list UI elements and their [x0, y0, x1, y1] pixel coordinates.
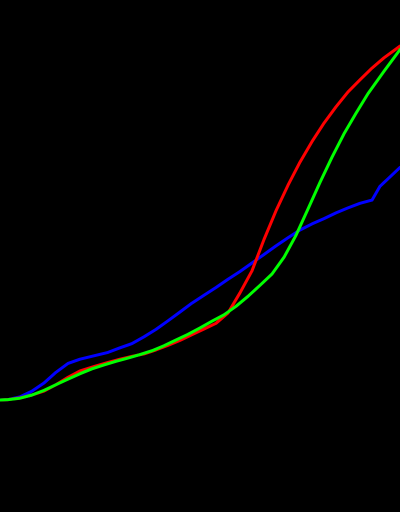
series-line-1 [0, 166, 400, 402]
series-line-3 [0, 48, 400, 402]
series-layer [0, 44, 400, 402]
